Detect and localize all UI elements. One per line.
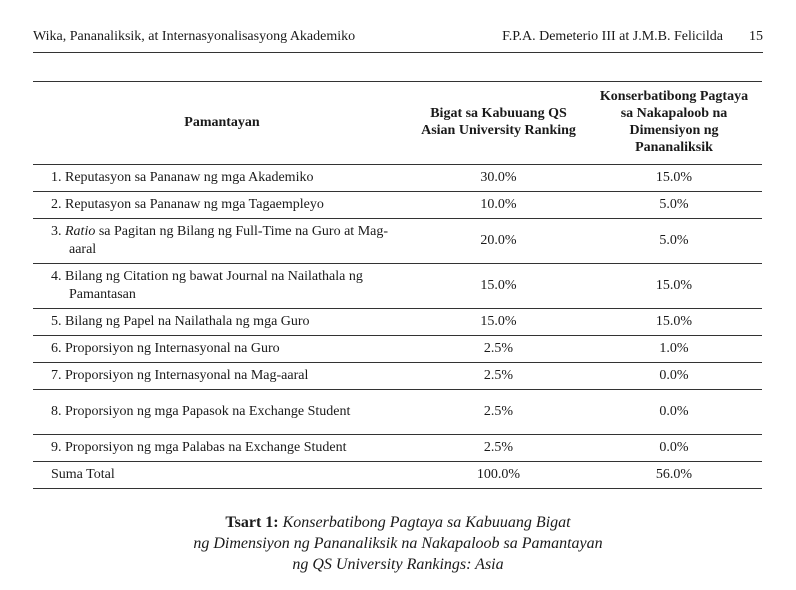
- row-label: 5. Bilang ng Papel na Nailathala ng mga …: [33, 308, 411, 336]
- row-estimate: 5.0%: [586, 218, 762, 264]
- row-estimate: 5.0%: [586, 191, 762, 219]
- running-header: Wika, Pananaliksik, at Internasyonalisas…: [33, 24, 763, 53]
- total-estimate: 56.0%: [586, 461, 762, 489]
- total-weight: 100.0%: [411, 461, 586, 489]
- total-label: Suma Total: [33, 461, 411, 489]
- page-number: 15: [749, 29, 763, 44]
- row-label: 8. Proporsiyon ng mga Papasok na Exchang…: [33, 389, 411, 435]
- table-row: 3. Ratio sa Pagitan ng Bilang ng Full-Ti…: [33, 218, 762, 264]
- table-header-row: Pamantayan Bigat sa Kabuuang QS Asian Un…: [33, 81, 762, 165]
- row-weight: 15.0%: [411, 263, 586, 309]
- caption-line: Konserbatibong Pagtaya sa Kabuuang Bigat: [282, 514, 571, 531]
- row-label: 9. Proporsiyon ng mga Palabas na Exchang…: [33, 434, 411, 462]
- row-estimate: 15.0%: [586, 164, 762, 192]
- header-weight: Bigat sa Kabuuang QS Asian University Ra…: [411, 81, 586, 165]
- table-row: 6. Proporsiyon ng Internasyonal na Guro …: [33, 335, 762, 363]
- table-total-row: Suma Total 100.0% 56.0%: [33, 461, 762, 489]
- row-weight: 30.0%: [411, 164, 586, 192]
- row-weight: 2.5%: [411, 389, 586, 435]
- caption-line: ng Dimensiyon ng Pananaliksik na Nakapal…: [193, 535, 603, 552]
- table-row: 8. Proporsiyon ng mga Papasok na Exchang…: [33, 389, 762, 435]
- row-weight: 2.5%: [411, 434, 586, 462]
- table-caption: Tsart 1: Konserbatibong Pagtaya sa Kabuu…: [0, 512, 796, 575]
- table-row: 2. Reputasyon sa Pananaw ng mga Tagaempl…: [33, 191, 762, 219]
- header-criteria: Pamantayan: [33, 81, 411, 165]
- row-label: 7. Proporsiyon ng Internasyonal na Mag-a…: [33, 362, 411, 390]
- row-weight: 20.0%: [411, 218, 586, 264]
- row-label: 2. Reputasyon sa Pananaw ng mga Tagaempl…: [33, 191, 411, 219]
- table-row: 1. Reputasyon sa Pananaw ng mga Akademik…: [33, 164, 762, 192]
- row-estimate: 15.0%: [586, 263, 762, 309]
- row-label: 4. Bilang ng Citation ng bawat Journal n…: [33, 263, 411, 309]
- header-estimate: Konserbatibong Pagtaya sa Nakapaloob na …: [586, 81, 762, 165]
- row-estimate: 15.0%: [586, 308, 762, 336]
- row-weight: 10.0%: [411, 191, 586, 219]
- table-row: 9. Proporsiyon ng mga Palabas na Exchang…: [33, 434, 762, 462]
- row-weight: 2.5%: [411, 362, 586, 390]
- running-header-authors: F.P.A. Demeterio III at J.M.B. Felicilda: [502, 29, 723, 44]
- row-weight: 2.5%: [411, 335, 586, 363]
- criteria-table: Pamantayan Bigat sa Kabuuang QS Asian Un…: [33, 81, 762, 489]
- table-row: 5. Bilang ng Papel na Nailathala ng mga …: [33, 308, 762, 336]
- row-estimate: 0.0%: [586, 362, 762, 390]
- row-estimate: 0.0%: [586, 434, 762, 462]
- row-estimate: 1.0%: [586, 335, 762, 363]
- row-weight: 15.0%: [411, 308, 586, 336]
- table-row: 7. Proporsiyon ng Internasyonal na Mag-a…: [33, 362, 762, 390]
- row-label: 6. Proporsiyon ng Internasyonal na Guro: [33, 335, 411, 363]
- table-row: 4. Bilang ng Citation ng bawat Journal n…: [33, 263, 762, 309]
- row-estimate: 0.0%: [586, 389, 762, 435]
- ratio-italic: Ratio: [65, 223, 96, 239]
- row-label: 1. Reputasyon sa Pananaw ng mga Akademik…: [33, 164, 411, 192]
- row-label: 3. Ratio sa Pagitan ng Bilang ng Full-Ti…: [33, 218, 411, 264]
- caption-label: Tsart 1:: [225, 514, 279, 531]
- caption-line: ng QS University Rankings: Asia: [292, 556, 504, 573]
- running-header-title: Wika, Pananaliksik, at Internasyonalisas…: [33, 29, 356, 44]
